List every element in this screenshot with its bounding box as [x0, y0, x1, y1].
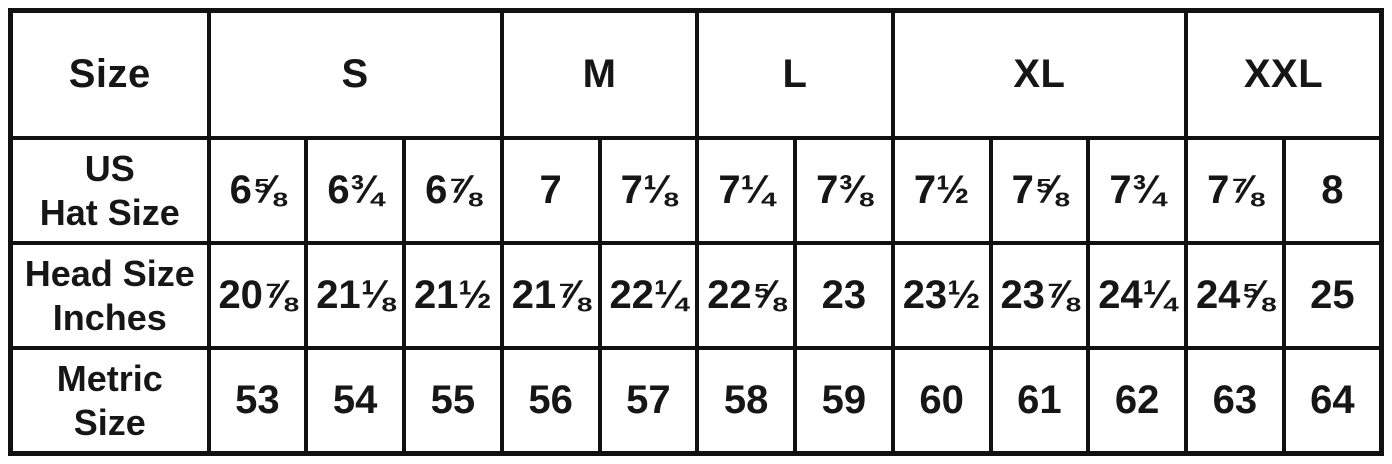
metric-size-cell: 60 — [890, 346, 993, 456]
row-header-line: Size — [73, 401, 146, 443]
metric-size-cell: 56 — [499, 346, 602, 456]
metric-size-row: Metric Size 53 54 55 56 57 58 59 60 61 6… — [8, 346, 1384, 456]
us-hat-size-cell: 7¼ — [695, 135, 797, 246]
us-hat-size-cell: 7½ — [890, 135, 993, 246]
us-hat-size-cell: 7 — [499, 135, 602, 246]
head-size-cell: 20⅞ — [206, 241, 309, 351]
us-hat-size-cell: 7⅜ — [793, 135, 895, 246]
size-group-xl: XL — [890, 8, 1189, 140]
head-size-cell: 23 — [793, 241, 895, 351]
metric-size-cell: 55 — [402, 346, 504, 456]
row-header-line: Hat Size — [39, 191, 180, 233]
head-size-cell: 21⅛ — [304, 241, 406, 351]
row-header-line: US — [84, 147, 135, 189]
metric-size-cell: 57 — [597, 346, 700, 456]
us-hat-size-cell: 7⅝ — [988, 135, 1091, 246]
row-header-line: Inches — [52, 296, 167, 338]
size-group-l: L — [695, 8, 895, 140]
metric-size-cell: 58 — [695, 346, 797, 456]
row-header-line: Metric — [56, 357, 163, 399]
head-size-cell: 21½ — [402, 241, 504, 351]
head-size-cell: 21⅞ — [499, 241, 602, 351]
us-hat-size-cell: 7⅛ — [597, 135, 700, 246]
head-size-cell: 25 — [1281, 241, 1384, 351]
row-header-line: Head Size — [24, 252, 195, 294]
us-hat-size-cell: 6⅝ — [206, 135, 309, 246]
metric-size-cell: 53 — [206, 346, 309, 456]
head-size-cell: 24⅝ — [1184, 241, 1286, 351]
head-size-cell: 22⅝ — [695, 241, 797, 351]
us-hat-size-cell: 7¾ — [1086, 135, 1188, 246]
us-hat-size-cell: 6⅞ — [402, 135, 504, 246]
us-hat-size-row: US Hat Size 6⅝ 6¾ 6⅞ 7 7⅛ 7¼ 7⅜ 7½ 7⅝ 7¾… — [8, 135, 1384, 246]
metric-size-cell: 64 — [1281, 346, 1384, 456]
corner-header-size: Size — [8, 8, 211, 140]
row-header-head-size-inches: Head Size Inches — [8, 241, 211, 351]
head-size-cell: 23⅞ — [988, 241, 1091, 351]
size-group-m: M — [499, 8, 700, 140]
head-size-cell: 22¼ — [597, 241, 700, 351]
head-size-inches-row: Head Size Inches 20⅞ 21⅛ 21½ 21⅞ 22¼ 22⅝… — [8, 241, 1384, 351]
size-group-s: S — [206, 8, 504, 140]
metric-size-cell: 61 — [988, 346, 1091, 456]
us-hat-size-cell: 6¾ — [304, 135, 406, 246]
row-header-metric-size: Metric Size — [8, 346, 211, 456]
size-group-xxl: XXL — [1184, 8, 1384, 140]
size-group-header-row: Size S M L XL XXL — [8, 8, 1384, 140]
head-size-cell: 24¼ — [1086, 241, 1188, 351]
metric-size-cell: 63 — [1184, 346, 1286, 456]
hat-size-conversion-table: Size S M L XL XXL US Hat Size 6⅝ 6¾ 6⅞ 7… — [8, 8, 1384, 456]
metric-size-cell: 54 — [304, 346, 406, 456]
metric-size-cell: 62 — [1086, 346, 1188, 456]
us-hat-size-cell: 8 — [1281, 135, 1384, 246]
row-header-us-hat-size: US Hat Size — [8, 135, 211, 246]
us-hat-size-cell: 7⅞ — [1184, 135, 1286, 246]
head-size-cell: 23½ — [890, 241, 993, 351]
metric-size-cell: 59 — [793, 346, 895, 456]
